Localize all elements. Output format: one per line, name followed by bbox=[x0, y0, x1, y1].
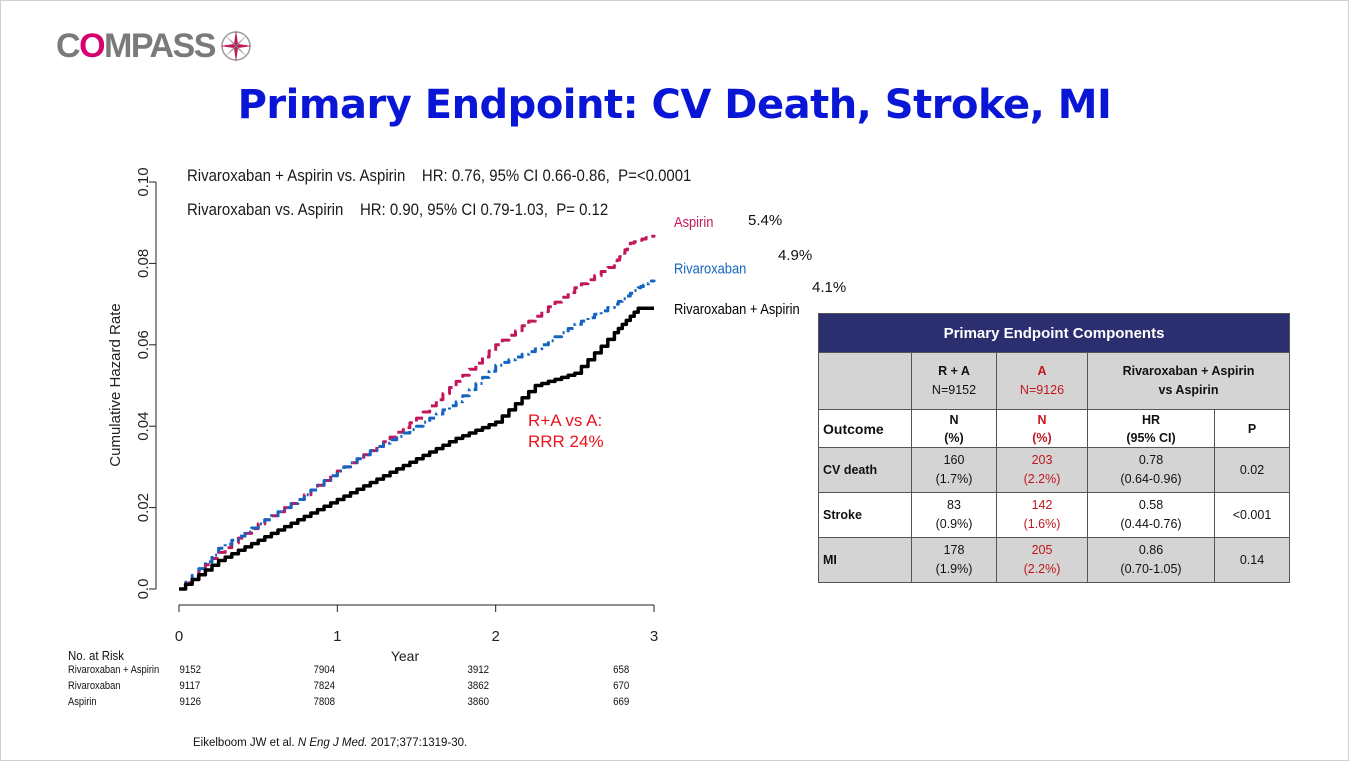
series-name-label: Rivaroxaban bbox=[674, 260, 746, 277]
y-tick-label: 0.10 bbox=[135, 167, 152, 196]
p-cell: <0.001 bbox=[1214, 492, 1290, 538]
a-cell: 205 (2.2%) bbox=[996, 537, 1088, 583]
y-tick-label: 0.04 bbox=[135, 412, 152, 441]
series-name-label: Aspirin bbox=[674, 213, 713, 230]
risk-count: 9152 bbox=[179, 664, 202, 676]
rrr-line1: R+A vs A: bbox=[528, 411, 603, 430]
p-cell: 0.14 bbox=[1214, 537, 1290, 583]
x-tick-label: 2 bbox=[491, 628, 499, 645]
risk-table-header: No. at Risk bbox=[68, 648, 124, 663]
risk-row-label: Rivaroxaban + Aspirin bbox=[68, 664, 160, 676]
y-tick-label: 0.08 bbox=[135, 249, 152, 278]
series-name-label: Rivaroxaban + Aspirin bbox=[674, 300, 800, 317]
series-line-1 bbox=[179, 279, 656, 591]
x-tick-label: 1 bbox=[333, 628, 341, 645]
table-row: Stroke 83 (0.9%) 142 (1.6%) 0.58 (0.44-0.76… bbox=[818, 492, 1290, 538]
slide-title: Primary Endpoint: CV Death, Stroke, MI bbox=[237, 82, 1112, 128]
risk-count: 9117 bbox=[179, 680, 201, 692]
group-ra-header: R + A N=9152 bbox=[911, 352, 997, 410]
risk-count: 669 bbox=[613, 696, 630, 708]
chart-axes: 0.0 0.02 0.04 0.06 0.08 0.10 Cumulative Hazard… bbox=[107, 167, 658, 664]
x-tick-label: 0 bbox=[175, 628, 183, 645]
y-tick-label: 0.06 bbox=[135, 330, 152, 359]
blank-cell bbox=[818, 352, 912, 410]
series-end-value: 5.4% bbox=[748, 212, 782, 229]
risk-count: 3860 bbox=[467, 696, 490, 708]
chart-series bbox=[179, 234, 656, 591]
hr-line-riva: Rivaroxaban vs. Aspirin HR: 0.90, 95% CI… bbox=[187, 200, 609, 219]
risk-count: 3912 bbox=[467, 664, 490, 676]
rrr-annotation: R+A vs A: RRR 24% bbox=[528, 410, 604, 452]
y-tick-label: 0.02 bbox=[135, 493, 152, 522]
ra-cell: 83 (0.9%) bbox=[911, 492, 997, 538]
risk-count: 3862 bbox=[467, 680, 490, 692]
rrr-line2: RRR 24% bbox=[528, 432, 604, 451]
ra-cell: 160 (1.7%) bbox=[911, 447, 997, 493]
citation: Eikelboom JW et al. N Eng J Med. 2017;37… bbox=[193, 737, 468, 749]
ra-cell: 178 (1.9%) bbox=[911, 537, 997, 583]
y-axis-title: Cumulative Hazard Rate bbox=[107, 303, 124, 466]
risk-count: 658 bbox=[613, 664, 630, 676]
col-p: P bbox=[1214, 409, 1290, 448]
series-line-2 bbox=[179, 306, 654, 591]
compass-rose-icon bbox=[219, 30, 252, 62]
x-tick-label: 3 bbox=[650, 628, 658, 645]
outcome-cell: Stroke bbox=[818, 492, 912, 538]
risk-count: 9126 bbox=[179, 696, 202, 708]
x-axis-title: Year bbox=[391, 648, 420, 664]
col-ra-n: N (%) bbox=[911, 409, 997, 448]
risk-count: 670 bbox=[613, 680, 630, 692]
components-table-title: Primary Endpoint Components bbox=[818, 313, 1290, 353]
p-cell: 0.02 bbox=[1214, 447, 1290, 493]
col-hr: HR (95% CI) bbox=[1087, 409, 1215, 448]
col-outcome: Outcome bbox=[818, 409, 912, 448]
outcome-cell: CV death bbox=[818, 447, 912, 493]
a-cell: 142 (1.6%) bbox=[996, 492, 1088, 538]
risk-count: 7808 bbox=[313, 696, 336, 708]
hr-cell: 0.58 (0.44-0.76) bbox=[1087, 492, 1215, 538]
hr-cell: 0.78 (0.64-0.96) bbox=[1087, 447, 1215, 493]
table-row: CV death 160 (1.7%) 203 (2.2%) 0.78 (0.64-0… bbox=[818, 447, 1290, 493]
series-end-value: 4.1% bbox=[812, 279, 846, 296]
risk-count: 7904 bbox=[313, 664, 336, 676]
compass-logo: COMPASS bbox=[56, 26, 253, 66]
hr-cell: 0.86 (0.70-1.05) bbox=[1087, 537, 1215, 583]
risk-row-label: Aspirin bbox=[68, 696, 97, 708]
components-table: Primary Endpoint Components R + A N=9152 … bbox=[818, 313, 1290, 583]
series-end-value: 4.9% bbox=[778, 247, 812, 264]
logo-text: COMPASS bbox=[56, 26, 216, 65]
outcome-cell: MI bbox=[818, 537, 912, 583]
group-a-header: A N=9126 bbox=[996, 352, 1088, 410]
risk-row-label: Rivaroxaban bbox=[68, 680, 121, 692]
group-comparison-header: Rivaroxaban + Aspirin vs Aspirin bbox=[1087, 352, 1290, 410]
a-cell: 203 (2.2%) bbox=[996, 447, 1088, 493]
col-a-n: N (%) bbox=[996, 409, 1088, 448]
hr-line-combo: Rivaroxaban + Aspirin vs. Aspirin HR: 0.… bbox=[187, 166, 692, 185]
chart-labels: Aspirin 5.4% Rivaroxaban 4.9% Rivaroxaban + … bbox=[674, 212, 846, 317]
y-tick-label: 0.0 bbox=[135, 579, 152, 600]
risk-count: 7824 bbox=[313, 680, 336, 692]
table-row: MI 178 (1.9%) 205 (2.2%) 0.86 (0.70-1.05) 0… bbox=[818, 537, 1290, 583]
